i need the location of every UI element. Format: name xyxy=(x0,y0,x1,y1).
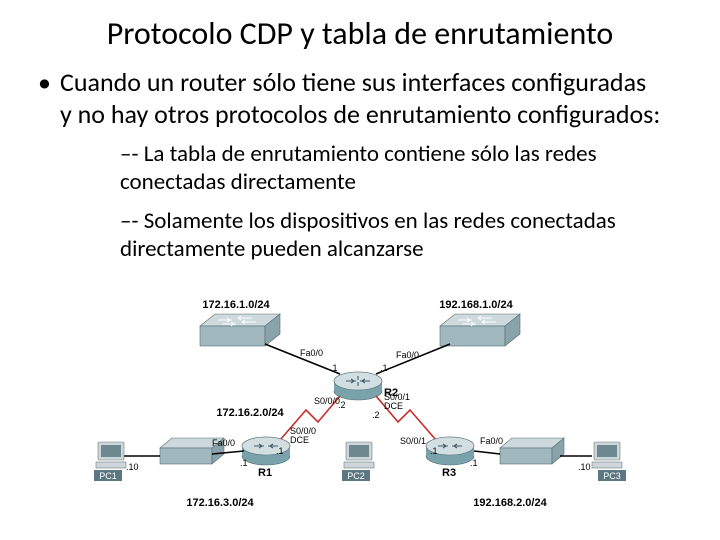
net-mid-left: 172.16.2.0/24 xyxy=(216,407,284,419)
pc3-label: PC3 xyxy=(603,471,621,481)
lbl-ip-r2l: .1 xyxy=(330,363,338,373)
lbl-ip-r2r: .1 xyxy=(380,363,388,373)
lbl-ip-r1s: .1 xyxy=(276,446,284,456)
pc2-label: PC2 xyxy=(347,471,365,481)
pc1-label: PC1 xyxy=(99,471,117,481)
lbl-ip-r3s: .1 xyxy=(430,446,438,456)
bullet-line2: y no hay otros protocolos de enrutamient… xyxy=(60,98,660,130)
lbl-ip-pc1: .10 xyxy=(126,462,139,472)
lbl-s001dce-r2-2: DCE xyxy=(384,401,403,411)
lbl-ip-pc3: .10 xyxy=(578,462,591,472)
switch-right-icon xyxy=(440,314,520,346)
pc3-icon xyxy=(592,442,622,468)
lbl-ip-r2s0: .2 xyxy=(338,400,346,410)
bullet-main: • Cuando un router sólo tiene sus interf… xyxy=(60,67,690,130)
switch-left-icon xyxy=(200,314,280,346)
network-diagram: 172.16.1.0/24 192.168.1.0/24 Fa0/0 Fa0/0… xyxy=(0,296,720,526)
lbl-fa00-r2a: Fa0/0 xyxy=(300,348,323,358)
bullet-line1: Cuando un router sólo tiene sus interfac… xyxy=(60,66,646,98)
router-r1-label: R1 xyxy=(258,467,272,479)
net-bot-left: 172.16.3.0/24 xyxy=(186,497,254,509)
switch-bot-right-icon xyxy=(500,438,564,464)
lbl-fa00-r1: Fa0/0 xyxy=(212,438,235,448)
net-bot-right: 192.168.2.0/24 xyxy=(473,497,547,509)
lbl-s000dce-r1-2: DCE xyxy=(290,435,309,445)
pc1-icon xyxy=(96,442,126,468)
lbl-ip-r1f: .1 xyxy=(240,458,248,468)
lbl-fa00-r3: Fa0/0 xyxy=(480,436,503,446)
bullet-dot-icon: • xyxy=(38,67,51,99)
net-top-left: 172.16.1.0/24 xyxy=(202,299,270,311)
sub-bullet-2: –- Solamente los dispositivos en las red… xyxy=(120,207,690,263)
sub-bullet-1: –- La tabla de enrutamiento contiene sól… xyxy=(120,140,690,196)
net-top-right: 192.168.1.0/24 xyxy=(439,299,513,311)
router-r2-icon xyxy=(334,372,382,400)
pc2-icon xyxy=(344,442,374,468)
lbl-s000-r2: S0/0/0 xyxy=(314,396,340,406)
lbl-fa00-r2b: Fa0/0 xyxy=(396,350,419,360)
lbl-ip-r3f: .1 xyxy=(470,458,478,468)
lbl-s001-r3: S0/0/1 xyxy=(400,436,426,446)
lbl-ip-r2s1: .2 xyxy=(372,410,380,420)
slide-title: Protocolo CDP y tabla de enrutamiento xyxy=(30,14,690,53)
router-r3-label: R3 xyxy=(442,467,456,479)
